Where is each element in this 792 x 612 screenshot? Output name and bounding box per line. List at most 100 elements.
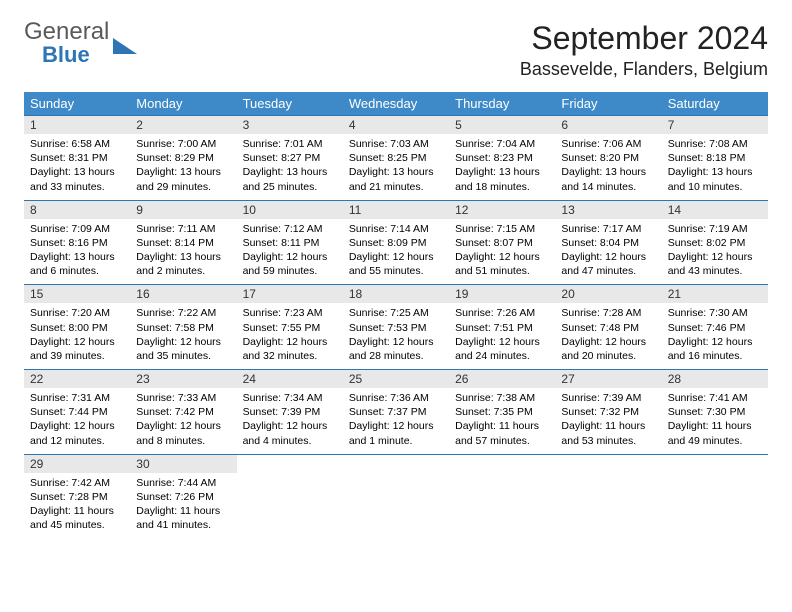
- calendar-body: 1Sunrise: 6:58 AMSunset: 8:31 PMDaylight…: [24, 116, 768, 539]
- weekday-sunday: Sunday: [24, 92, 130, 116]
- day-day2: and 12 minutes.: [30, 434, 124, 448]
- calendar-cell: 14Sunrise: 7:19 AMSunset: 8:02 PMDayligh…: [662, 200, 768, 285]
- day-day2: and 10 minutes.: [668, 180, 762, 194]
- day-details: Sunrise: 7:03 AMSunset: 8:25 PMDaylight:…: [343, 134, 449, 200]
- day-sunrise: Sunrise: 7:01 AM: [243, 137, 337, 151]
- day-day1: Daylight: 12 hours: [243, 419, 337, 433]
- day-details: Sunrise: 7:09 AMSunset: 8:16 PMDaylight:…: [24, 219, 130, 285]
- day-sunrise: Sunrise: 7:26 AM: [455, 306, 549, 320]
- calendar-cell: [662, 454, 768, 538]
- day-day1: Daylight: 12 hours: [136, 335, 230, 349]
- day-number: 13: [555, 201, 661, 219]
- day-day1: Daylight: 12 hours: [561, 335, 655, 349]
- day-details: Sunrise: 7:17 AMSunset: 8:04 PMDaylight:…: [555, 219, 661, 285]
- day-sunset: Sunset: 8:11 PM: [243, 236, 337, 250]
- day-sunrise: Sunrise: 7:04 AM: [455, 137, 549, 151]
- day-day1: Daylight: 12 hours: [455, 250, 549, 264]
- weekday-wednesday: Wednesday: [343, 92, 449, 116]
- calendar-cell: 27Sunrise: 7:39 AMSunset: 7:32 PMDayligh…: [555, 370, 661, 455]
- day-sunset: Sunset: 8:09 PM: [349, 236, 443, 250]
- calendar-cell: 12Sunrise: 7:15 AMSunset: 8:07 PMDayligh…: [449, 200, 555, 285]
- day-details: Sunrise: 7:30 AMSunset: 7:46 PMDaylight:…: [662, 303, 768, 369]
- day-details: Sunrise: 7:33 AMSunset: 7:42 PMDaylight:…: [130, 388, 236, 454]
- weekday-monday: Monday: [130, 92, 236, 116]
- day-number: 23: [130, 370, 236, 388]
- brand-text: General Blue: [24, 20, 109, 66]
- day-day2: and 41 minutes.: [136, 518, 230, 532]
- day-day1: Daylight: 12 hours: [243, 335, 337, 349]
- day-sunset: Sunset: 7:51 PM: [455, 321, 549, 335]
- page-header: General Blue September 2024 Bassevelde, …: [24, 20, 768, 80]
- day-sunrise: Sunrise: 7:03 AM: [349, 137, 443, 151]
- day-sunrise: Sunrise: 7:36 AM: [349, 391, 443, 405]
- day-sunset: Sunset: 7:35 PM: [455, 405, 549, 419]
- day-details: Sunrise: 6:58 AMSunset: 8:31 PMDaylight:…: [24, 134, 130, 200]
- day-sunset: Sunset: 7:28 PM: [30, 490, 124, 504]
- day-details: Sunrise: 7:28 AMSunset: 7:48 PMDaylight:…: [555, 303, 661, 369]
- day-sunrise: Sunrise: 7:33 AM: [136, 391, 230, 405]
- day-number: 12: [449, 201, 555, 219]
- day-day1: Daylight: 12 hours: [30, 419, 124, 433]
- calendar-cell: 18Sunrise: 7:25 AMSunset: 7:53 PMDayligh…: [343, 285, 449, 370]
- day-details: Sunrise: 7:19 AMSunset: 8:02 PMDaylight:…: [662, 219, 768, 285]
- day-sunset: Sunset: 7:53 PM: [349, 321, 443, 335]
- day-sunrise: Sunrise: 7:25 AM: [349, 306, 443, 320]
- day-number: 16: [130, 285, 236, 303]
- day-sunset: Sunset: 8:31 PM: [30, 151, 124, 165]
- day-number: 27: [555, 370, 661, 388]
- day-sunrise: Sunrise: 7:41 AM: [668, 391, 762, 405]
- day-sunrise: Sunrise: 7:30 AM: [668, 306, 762, 320]
- calendar-table: Sunday Monday Tuesday Wednesday Thursday…: [24, 92, 768, 538]
- day-sunrise: Sunrise: 7:44 AM: [136, 476, 230, 490]
- calendar-cell: 3Sunrise: 7:01 AMSunset: 8:27 PMDaylight…: [237, 116, 343, 201]
- day-sunrise: Sunrise: 7:14 AM: [349, 222, 443, 236]
- calendar-cell: [449, 454, 555, 538]
- day-sunset: Sunset: 7:46 PM: [668, 321, 762, 335]
- day-details: Sunrise: 7:36 AMSunset: 7:37 PMDaylight:…: [343, 388, 449, 454]
- day-day1: Daylight: 12 hours: [455, 335, 549, 349]
- day-details: Sunrise: 7:01 AMSunset: 8:27 PMDaylight:…: [237, 134, 343, 200]
- day-sunrise: Sunrise: 7:06 AM: [561, 137, 655, 151]
- day-number: 7: [662, 116, 768, 134]
- day-day2: and 29 minutes.: [136, 180, 230, 194]
- calendar-cell: 24Sunrise: 7:34 AMSunset: 7:39 PMDayligh…: [237, 370, 343, 455]
- day-day1: Daylight: 12 hours: [349, 419, 443, 433]
- day-number: 20: [555, 285, 661, 303]
- day-day1: Daylight: 12 hours: [668, 250, 762, 264]
- day-day1: Daylight: 12 hours: [243, 250, 337, 264]
- day-sunset: Sunset: 8:07 PM: [455, 236, 549, 250]
- brand-logo: General Blue: [24, 20, 137, 66]
- day-day1: Daylight: 11 hours: [455, 419, 549, 433]
- day-day2: and 53 minutes.: [561, 434, 655, 448]
- calendar-cell: [343, 454, 449, 538]
- day-details: Sunrise: 7:34 AMSunset: 7:39 PMDaylight:…: [237, 388, 343, 454]
- day-sunset: Sunset: 8:18 PM: [668, 151, 762, 165]
- day-number: 21: [662, 285, 768, 303]
- day-details: Sunrise: 7:44 AMSunset: 7:26 PMDaylight:…: [130, 473, 236, 539]
- day-details: Sunrise: 7:38 AMSunset: 7:35 PMDaylight:…: [449, 388, 555, 454]
- day-day2: and 28 minutes.: [349, 349, 443, 363]
- calendar-cell: 8Sunrise: 7:09 AMSunset: 8:16 PMDaylight…: [24, 200, 130, 285]
- day-sunset: Sunset: 7:30 PM: [668, 405, 762, 419]
- day-number: 29: [24, 455, 130, 473]
- day-number: 22: [24, 370, 130, 388]
- day-day1: Daylight: 12 hours: [349, 250, 443, 264]
- day-details: Sunrise: 7:00 AMSunset: 8:29 PMDaylight:…: [130, 134, 236, 200]
- day-sunset: Sunset: 7:58 PM: [136, 321, 230, 335]
- calendar-row: 8Sunrise: 7:09 AMSunset: 8:16 PMDaylight…: [24, 200, 768, 285]
- calendar-cell: 15Sunrise: 7:20 AMSunset: 8:00 PMDayligh…: [24, 285, 130, 370]
- day-number: 28: [662, 370, 768, 388]
- day-number: 3: [237, 116, 343, 134]
- calendar-cell: 30Sunrise: 7:44 AMSunset: 7:26 PMDayligh…: [130, 454, 236, 538]
- day-day1: Daylight: 12 hours: [30, 335, 124, 349]
- day-day2: and 45 minutes.: [30, 518, 124, 532]
- day-sunset: Sunset: 8:00 PM: [30, 321, 124, 335]
- day-sunrise: Sunrise: 7:19 AM: [668, 222, 762, 236]
- day-day1: Daylight: 13 hours: [349, 165, 443, 179]
- day-day2: and 43 minutes.: [668, 264, 762, 278]
- day-day1: Daylight: 13 hours: [30, 250, 124, 264]
- calendar-cell: 28Sunrise: 7:41 AMSunset: 7:30 PMDayligh…: [662, 370, 768, 455]
- day-sunrise: Sunrise: 7:42 AM: [30, 476, 124, 490]
- brand-word1: General: [24, 18, 109, 45]
- day-number: 14: [662, 201, 768, 219]
